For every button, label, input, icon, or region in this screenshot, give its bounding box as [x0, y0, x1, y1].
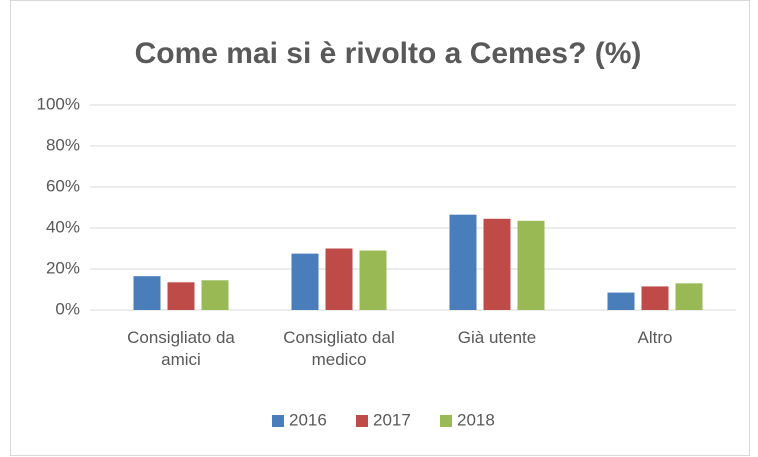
bar: [291, 253, 319, 310]
bar: [483, 218, 511, 310]
bar: [517, 220, 545, 310]
y-tick-label: 20%: [46, 258, 80, 277]
bar: [607, 292, 635, 310]
legend-label: 2016: [289, 410, 327, 429]
bar: [641, 286, 669, 310]
x-tick-label: Altro: [637, 328, 673, 347]
y-tick-label: 40%: [46, 217, 80, 236]
legend-label: 2017: [373, 410, 411, 429]
y-tick-label: 80%: [46, 135, 80, 154]
chart-title: Come mai si è rivolto a Cemes? (%): [135, 37, 642, 70]
x-tick-label: Già utente: [457, 328, 537, 347]
bar: [167, 282, 195, 310]
legend-swatch: [272, 415, 284, 427]
legend-swatch: [356, 415, 368, 427]
y-tick-label: 0%: [55, 299, 80, 318]
bar: [359, 250, 387, 310]
bar: [325, 248, 353, 310]
bar: [449, 214, 477, 310]
legend-swatch: [440, 415, 452, 427]
legend-label: 2018: [457, 410, 495, 429]
bar: [675, 283, 703, 310]
x-tick-label: Consigliato dal medico: [283, 328, 395, 369]
bar: [133, 276, 161, 310]
bar: [201, 280, 229, 310]
y-tick-label: 60%: [46, 176, 80, 195]
y-tick-label: 100%: [37, 94, 80, 113]
x-tick-label: Consigliato da amici: [127, 328, 235, 369]
